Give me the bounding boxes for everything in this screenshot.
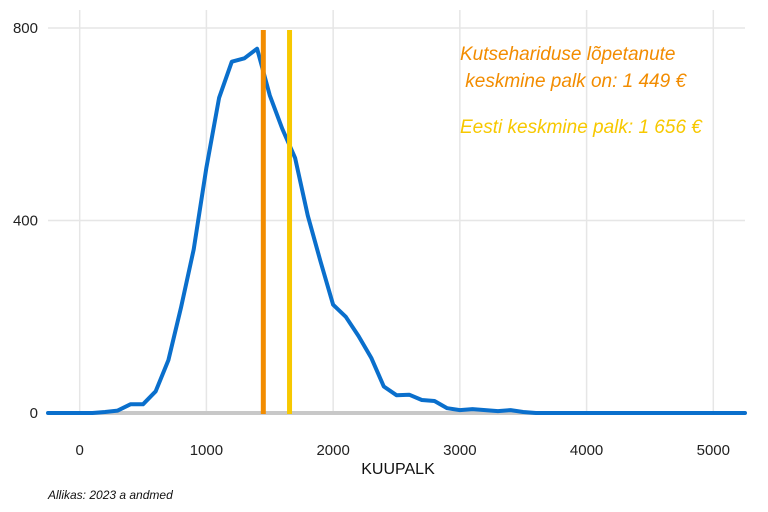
y-tick-label: 800 [13, 20, 38, 37]
annotation-text: Kutsehariduse lõpetanute [460, 44, 676, 65]
x-tick-label: 3000 [443, 442, 476, 459]
annotation-text: keskmine palk on: 1 449 € [460, 71, 687, 92]
x-tick-label: 2000 [316, 442, 349, 459]
distribution-line [46, 46, 747, 415]
y-tick-label: 0 [30, 405, 38, 422]
x-tick-label: 1000 [190, 442, 223, 459]
x-tick-label: 5000 [697, 442, 730, 459]
source-note: Allikas: 2023 a andmed [48, 488, 173, 502]
x-tick-label: 4000 [570, 442, 603, 459]
x-axis-label: KUUPALK [361, 461, 435, 478]
annotation-text: Eesti keskmine palk: 1 656 € [460, 117, 703, 138]
y-tick-label: 400 [13, 213, 38, 230]
x-tick-label: 0 [76, 442, 84, 459]
